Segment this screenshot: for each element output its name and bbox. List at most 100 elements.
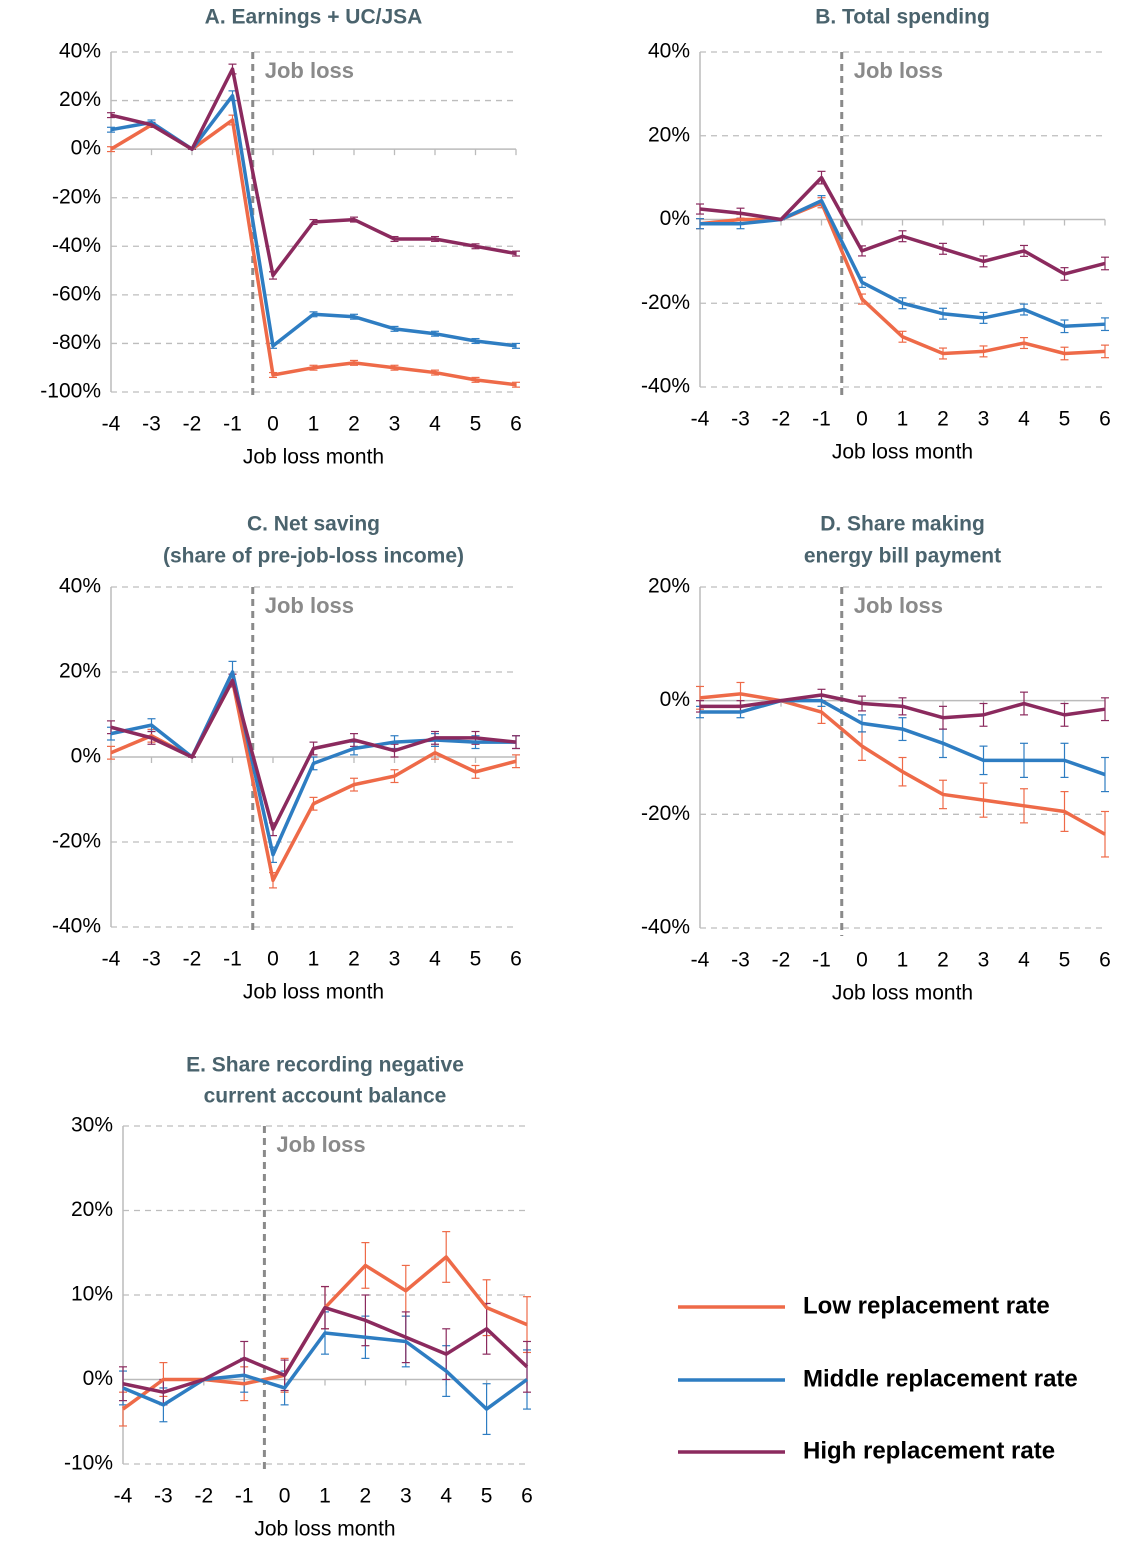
x-tick-label: 0 xyxy=(856,408,868,431)
annotation: Job loss xyxy=(854,593,943,618)
x-tick-label: 2 xyxy=(937,408,949,431)
legend-label: High replacement rate xyxy=(803,1437,1055,1464)
series-line xyxy=(700,698,1106,777)
y-tick-label: -40% xyxy=(641,375,690,398)
chart-title: C. Net saving xyxy=(247,513,380,536)
annotation: Job loss xyxy=(276,1132,365,1157)
x-tick-label: -1 xyxy=(812,408,831,431)
x-tick-label: 4 xyxy=(1018,949,1030,972)
x-tick-label: -1 xyxy=(812,949,831,972)
annotation: Job loss xyxy=(265,593,354,618)
y-tick-label: 0% xyxy=(660,207,690,230)
x-tick-label: 3 xyxy=(978,408,990,431)
chart-title: B. Total spending xyxy=(815,6,990,29)
x-tick-label: 6 xyxy=(510,413,522,436)
x-tick-label: -3 xyxy=(731,408,750,431)
y-tick-label: 0% xyxy=(71,745,101,768)
x-tick-label: 6 xyxy=(521,1485,533,1508)
x-tick-label: -3 xyxy=(142,413,161,436)
y-tick-label: -20% xyxy=(52,185,101,208)
x-tick-label: 5 xyxy=(1059,949,1071,972)
series-line xyxy=(110,67,517,278)
series-line xyxy=(110,678,517,882)
x-tick-label: 3 xyxy=(400,1485,412,1508)
legend-label: Middle replacement rate xyxy=(803,1365,1078,1392)
chart-title: (share of pre-job-loss income) xyxy=(163,545,464,568)
chart-title: energy bill payment xyxy=(804,545,1001,568)
x-tick-label: 5 xyxy=(481,1485,493,1508)
x-axis-title: Job loss month xyxy=(254,1518,395,1541)
x-tick-label: 5 xyxy=(1059,408,1071,431)
x-tick-label: 2 xyxy=(937,949,949,972)
series-line xyxy=(110,118,517,387)
x-tick-label: 1 xyxy=(897,949,909,972)
chart-title: A. Earnings + UC/JSA xyxy=(205,6,423,29)
y-tick-label: 30% xyxy=(71,1114,113,1137)
y-tick-label: 10% xyxy=(71,1283,113,1306)
series-line xyxy=(699,692,1106,836)
x-tick-label: 1 xyxy=(308,413,320,436)
x-tick-label: -2 xyxy=(183,413,202,436)
y-tick-label: 20% xyxy=(71,1198,113,1221)
x-tick-label: 5 xyxy=(470,413,482,436)
x-axis-title: Job loss month xyxy=(243,981,384,1004)
y-tick-label: -40% xyxy=(52,234,101,257)
x-tick-label: -2 xyxy=(183,948,202,971)
x-tick-label: 2 xyxy=(348,948,360,971)
annotation: Job loss xyxy=(265,58,354,83)
y-tick-label: -80% xyxy=(52,331,101,354)
x-tick-label: 1 xyxy=(897,408,909,431)
annotation: Job loss xyxy=(854,58,943,83)
x-tick-label: 1 xyxy=(319,1485,331,1508)
x-tick-label: -4 xyxy=(691,408,710,431)
x-tick-label: 1 xyxy=(308,948,320,971)
y-tick-label: -60% xyxy=(52,282,101,305)
y-tick-label: -100% xyxy=(40,380,101,403)
series-line xyxy=(122,1305,529,1394)
x-tick-label: -3 xyxy=(731,949,750,972)
x-tick-label: -1 xyxy=(223,413,242,436)
x-tick-label: 4 xyxy=(440,1485,452,1508)
series-line xyxy=(699,175,1106,276)
y-tick-label: 0% xyxy=(660,688,690,711)
x-tick-label: -3 xyxy=(154,1485,173,1508)
x-tick-label: 4 xyxy=(429,413,441,436)
x-tick-label: -1 xyxy=(223,948,242,971)
series-line xyxy=(122,1331,529,1411)
series-line xyxy=(110,678,517,831)
x-tick-label: -4 xyxy=(102,948,121,971)
x-tick-label: 2 xyxy=(360,1485,372,1508)
y-tick-label: -20% xyxy=(641,802,690,825)
x-tick-label: -4 xyxy=(114,1485,133,1508)
y-tick-label: -40% xyxy=(52,915,101,938)
x-tick-label: 2 xyxy=(348,413,360,436)
y-tick-label: 20% xyxy=(648,123,690,146)
y-tick-label: 40% xyxy=(59,40,101,63)
x-tick-label: 0 xyxy=(856,949,868,972)
x-tick-label: 0 xyxy=(267,948,279,971)
x-tick-label: -2 xyxy=(772,408,791,431)
legend-label: Low replacement rate xyxy=(803,1292,1050,1319)
x-tick-label: 3 xyxy=(978,949,990,972)
y-tick-label: 40% xyxy=(648,40,690,63)
x-tick-label: 4 xyxy=(429,948,441,971)
x-tick-label: 6 xyxy=(510,948,522,971)
x-tick-label: -3 xyxy=(142,948,161,971)
chart-title: current account balance xyxy=(204,1085,447,1108)
x-axis-title: Job loss month xyxy=(832,441,973,464)
x-tick-label: 0 xyxy=(267,413,279,436)
x-tick-label: -4 xyxy=(102,413,121,436)
series-line xyxy=(110,670,516,857)
x-tick-label: 6 xyxy=(1099,408,1111,431)
y-tick-label: 0% xyxy=(71,137,101,160)
y-tick-label: 20% xyxy=(59,88,101,111)
x-axis-title: Job loss month xyxy=(832,982,973,1005)
x-tick-label: 3 xyxy=(389,948,401,971)
series-line xyxy=(700,693,1106,720)
x-tick-label: 4 xyxy=(1018,408,1030,431)
x-tick-label: 5 xyxy=(470,948,482,971)
x-axis-title: Job loss month xyxy=(243,446,384,469)
x-tick-label: -2 xyxy=(194,1485,213,1508)
x-tick-label: 0 xyxy=(279,1485,291,1508)
